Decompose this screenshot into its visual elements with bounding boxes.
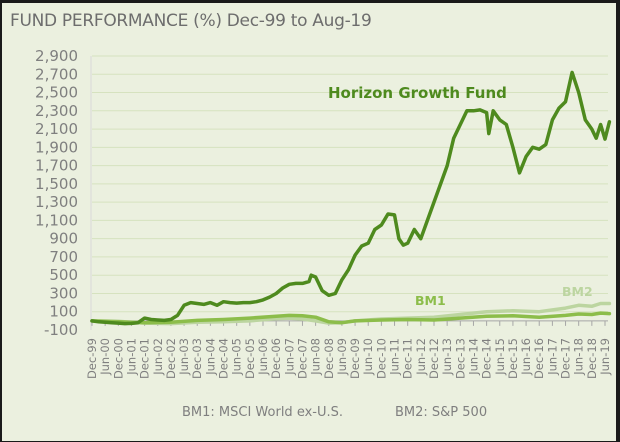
chart-title: FUND PERFORMANCE (%) Dec-99 to Aug-19	[10, 11, 372, 31]
y-tick-label: 1,500	[35, 175, 78, 193]
x-tick-label: Jun-10	[361, 338, 375, 376]
x-tick-label: Dec-18	[585, 338, 599, 379]
x-tick-label: Dec-15	[506, 338, 520, 379]
x-tick-label: Dec-12	[427, 338, 441, 379]
x-tick-label: Jun-00	[98, 338, 112, 376]
x-tick-label: Dec-05	[243, 338, 257, 379]
y-tick-label: 900	[49, 230, 78, 248]
y-tick-label: 1,900	[35, 138, 78, 156]
series-line-bm1	[90, 311, 612, 325]
y-tick-label: -100	[44, 321, 78, 339]
x-tick-label: Dec-03	[190, 338, 204, 379]
y-tick-label: 2,300	[35, 102, 78, 120]
x-tick-label: Jun-04	[203, 338, 217, 376]
x-tick-label: Jun-15	[493, 338, 507, 376]
series-lines	[90, 70, 612, 326]
x-tick-label: Jun-05	[230, 338, 244, 376]
legend: BM1: MSCI World ex-U.S. BM2: S&P 500	[182, 405, 487, 420]
x-tick-label: Dec-16	[532, 338, 546, 379]
x-tick-label: Jun-06	[256, 338, 270, 376]
legend-item-bm1: BM1: MSCI World ex-U.S.	[182, 405, 343, 420]
y-tick-label: 700	[49, 248, 78, 266]
x-tick-label: Dec-01	[138, 338, 152, 379]
x-tick-label: Jun-03	[177, 338, 191, 376]
x-tick-label: Dec-09	[348, 338, 362, 379]
x-tick-label: Jun-14	[466, 338, 480, 376]
annotation-horizon-growth-fund: Horizon Growth Fund	[328, 84, 507, 102]
annotation-bm1: BM1	[415, 293, 446, 308]
x-tick-label: Dec-14	[480, 338, 494, 379]
x-tick-label: Jun-09	[335, 338, 349, 376]
x-tick-label: Jun-07	[282, 338, 296, 376]
x-tick-label: Dec-02	[164, 338, 178, 379]
x-tick-label: Dec-17	[559, 338, 573, 379]
x-tick-label: Jun-01	[124, 338, 138, 376]
x-tick-label: Dec-07	[295, 338, 309, 379]
annotation-bm2: BM2	[562, 284, 593, 299]
y-tick-label: 2,500	[35, 84, 78, 102]
x-tick-label: Jun-12	[414, 338, 428, 376]
y-tick-label: 1,700	[35, 157, 78, 175]
x-tick-label: Dec-10	[374, 338, 388, 379]
y-axis-ticks: -1001003005007009001,1001,3001,5001,7001…	[35, 47, 78, 339]
gridlines	[92, 55, 608, 313]
series-line-horizon-growth-fund	[90, 70, 612, 326]
x-tick-label: Jun-11	[388, 338, 402, 376]
x-tick-label: Dec-00	[111, 338, 125, 379]
x-tick-label: Dec-13	[453, 338, 467, 379]
y-tick-label: 1,300	[35, 193, 78, 211]
x-tick-label: Dec-99	[85, 338, 99, 379]
x-tick-label: Jun-18	[572, 338, 586, 376]
x-tick-label: Jun-13	[440, 338, 454, 376]
series-annotations: Horizon Growth Fund BM1 BM2	[328, 84, 593, 308]
y-tick-label: 2,100	[35, 120, 78, 138]
x-tick-label: Jun-17	[545, 338, 559, 376]
y-tick-label: 300	[49, 284, 78, 302]
x-tick-label: Jun-02	[151, 338, 165, 376]
x-tick-label: Jun-19	[598, 338, 612, 376]
y-tick-label: 2,700	[35, 65, 78, 83]
y-tick-label: 100	[49, 303, 78, 321]
x-tick-label: Jun-16	[519, 338, 533, 376]
y-tick-label: 2,900	[35, 47, 78, 65]
y-tick-label: 500	[49, 266, 78, 284]
x-tick-label: Dec-06	[269, 338, 283, 379]
legend-item-bm2: BM2: S&P 500	[395, 405, 487, 420]
x-axis-tick-labels: Dec-99 Jun-00 Dec-00 Jun-01 Dec-01 Jun-02 Dec-…	[85, 338, 612, 379]
x-tick-label: Dec-11	[401, 338, 415, 379]
y-tick-label: 1,100	[35, 211, 78, 229]
x-tick-label: Dec-08	[322, 338, 336, 379]
x-tick-label: Jun-08	[309, 338, 323, 376]
x-tick-label: Dec-04	[217, 338, 231, 379]
